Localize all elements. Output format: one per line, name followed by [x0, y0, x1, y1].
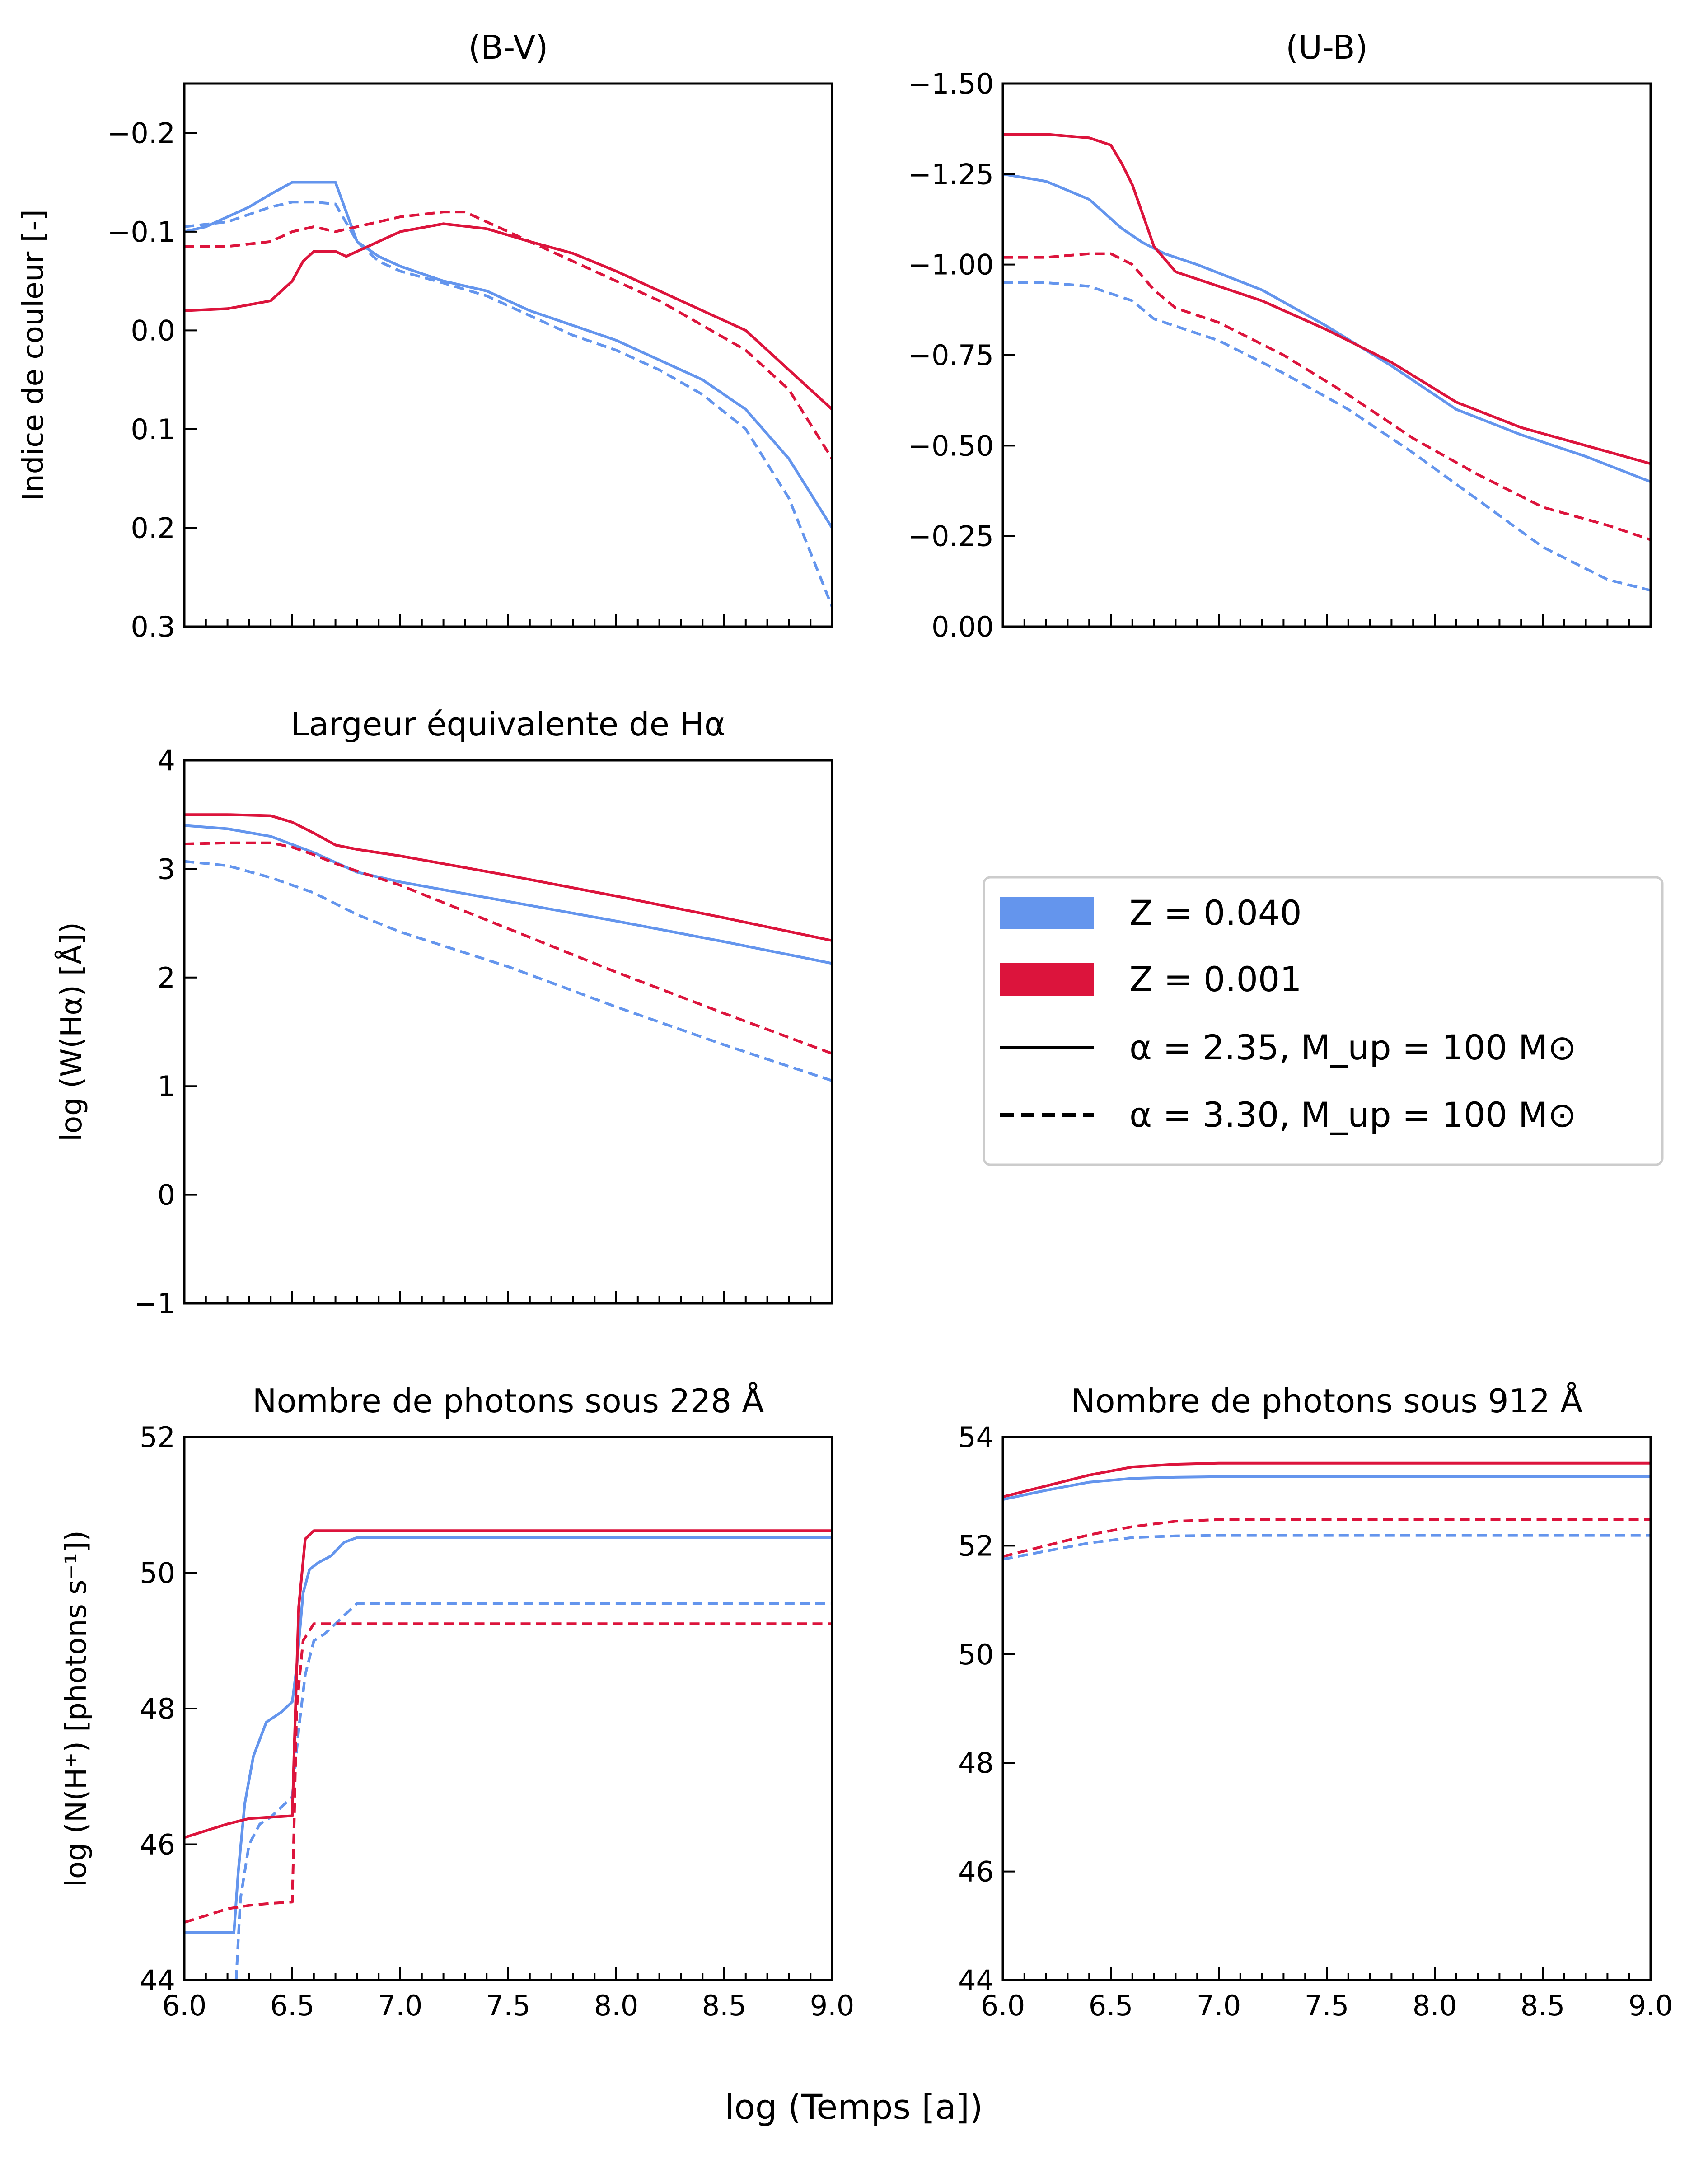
panel-ylabel-ha: log (W(Hα) [Å]) [54, 922, 89, 1141]
series-line-ub-z0.040-a2.35 [1003, 173, 1651, 483]
ytick-label: 0.2 [131, 511, 175, 544]
legend-swatch-z001 [1000, 963, 1094, 996]
ytick-label: 46 [140, 1828, 175, 1861]
xtick-label: 8.0 [1413, 1989, 1457, 2022]
ytick-label: −1.50 [908, 67, 994, 100]
ytick-label: 4 [158, 744, 175, 777]
series-line-ha-z0.040-a3.30 [184, 860, 832, 1082]
panel-title-n912: Nombre de photons sous 912 Å [1071, 1382, 1583, 1420]
ytick-label: 0.00 [931, 610, 994, 643]
figure-xlabel: log (Temps [a]) [725, 2087, 983, 2127]
xtick-label: 9.0 [810, 1989, 855, 2022]
ytick-label: 2 [158, 961, 175, 994]
panel-n912: 44 46 48 50 52 54 6.0 6.5 7.0 7.5 8.0 8.5 9.0 Nombre … [958, 1382, 1673, 2022]
ytick-label: −0.75 [908, 339, 994, 372]
panel-title-n228: Nombre de photons sous 228 Å [253, 1382, 764, 1420]
panel-ylabel-bv: Indice de couleur [-] [17, 209, 50, 501]
panel-ha: −1 0 1 2 3 4 Largeur équivalente de Hα log (W(H… [54, 705, 833, 1320]
xtick-label: 6.5 [270, 1989, 315, 2022]
xtick-label: 6.0 [981, 1989, 1025, 2022]
legend-label-a235: α = 2.35, M_up = 100 M⊙ [1129, 1027, 1577, 1068]
ytick-label: −0.1 [107, 215, 175, 248]
xtick-label: 7.0 [1197, 1989, 1241, 2022]
series-line-ha-z0.001-a2.35 [184, 813, 832, 942]
ytick-label: 48 [140, 1692, 175, 1725]
panel-title-bv: (B-V) [468, 28, 548, 66]
panel-n228: 44 46 48 50 52 6.0 6.5 7.0 7.5 8.0 8.5 9.0 Nombre de… [60, 1382, 854, 2022]
ytick-label: 44 [958, 1964, 994, 1997]
panel-ylabel-n228: log (N(H⁺) [photons s⁻¹]) [60, 1530, 93, 1887]
legend-label-z040: Z = 0.040 [1129, 893, 1302, 933]
ytick-label: 0.1 [131, 413, 175, 446]
panel-title-ha: Largeur équivalente de Hα [291, 705, 726, 743]
series-line-ub-z0.040-a3.30 [1003, 281, 1651, 592]
ytick-label: 46 [958, 1855, 994, 1888]
series-line-n912-z0.040-a2.35 [1003, 1475, 1651, 1501]
panels: −0.2 −0.1 0.0 0.1 0.2 0.3 (B-V) Indice de coule… [17, 28, 1673, 2022]
ytick-label: 0 [158, 1179, 175, 1212]
series-group-bv [184, 181, 832, 608]
xtick-label: 6.0 [162, 1989, 207, 2022]
ytick-label: 52 [140, 1421, 175, 1454]
series-line-n912-z0.040-a3.30 [1003, 1534, 1651, 1561]
series-line-n228-z0.040-a3.30 [234, 1602, 832, 1980]
panel-bv: −0.2 −0.1 0.0 0.1 0.2 0.3 (B-V) Indice de coule… [17, 28, 833, 643]
legend-frame [983, 876, 1664, 1166]
xtick-label: 7.5 [486, 1989, 531, 2022]
panel-title-ub: (U-B) [1286, 28, 1368, 66]
series-line-n228-z0.001-a2.35 [184, 1529, 832, 1839]
ytick-label: −1.25 [908, 158, 994, 191]
ytick-label: 44 [140, 1964, 175, 1997]
series-line-bv-z0.040-a3.30 [184, 201, 832, 608]
xtick-label: 8.5 [702, 1989, 747, 2022]
xtick-label: 9.0 [1628, 1989, 1673, 2022]
panel-ub: −1.50 −1.25 −1.00 −0.75 −0.50 −0.25 0.00 (U-B) [908, 28, 1652, 643]
series-line-n912-z0.001-a2.35 [1003, 1461, 1651, 1499]
ytick-label: −0.2 [107, 117, 175, 150]
ytick-label: 0.0 [131, 314, 175, 347]
series-line-n228-z0.001-a3.30 [184, 1622, 832, 1924]
ytick-label: 50 [958, 1638, 994, 1671]
legend: Z = 0.040 Z = 0.001 α = 2.35, M_up = 100… [983, 876, 1664, 1166]
ytick-label: 3 [158, 852, 175, 885]
series-line-ub-z0.001-a3.30 [1003, 252, 1651, 541]
xtick-label: 8.5 [1521, 1989, 1565, 2022]
ytick-label: 52 [958, 1529, 994, 1562]
ytick-label: 0.3 [131, 610, 175, 643]
series-group-ha [184, 813, 832, 1082]
ytick-label: 1 [158, 1070, 175, 1103]
series-line-bv-z0.001-a2.35 [184, 222, 832, 411]
series-group-ub [1003, 133, 1651, 592]
series-line-ub-z0.001-a2.35 [1003, 133, 1651, 465]
series-group-n912 [1003, 1461, 1651, 1561]
series-line-ha-z0.001-a3.30 [184, 841, 832, 1055]
series-group-n228 [184, 1529, 832, 1980]
legend-swatch-z040 [1000, 897, 1094, 929]
series-line-n912-z0.001-a3.30 [1003, 1518, 1651, 1558]
xtick-label: 7.5 [1305, 1989, 1349, 2022]
ytick-label: −0.25 [908, 520, 994, 553]
series-line-bv-z0.040-a2.35 [184, 181, 832, 529]
xtick-label: 7.0 [378, 1989, 423, 2022]
series-line-bv-z0.001-a3.30 [184, 211, 832, 460]
ytick-label: −0.50 [908, 429, 994, 462]
xtick-label: 6.5 [1089, 1989, 1133, 2022]
ytick-label: 50 [140, 1557, 175, 1590]
ytick-label: −1.00 [908, 248, 994, 281]
ytick-label: 54 [958, 1421, 994, 1454]
xtick-label: 8.0 [594, 1989, 639, 2022]
ytick-label: −1 [134, 1287, 175, 1320]
legend-label-z001: Z = 0.001 [1129, 959, 1302, 999]
legend-label-a330: α = 3.30, M_up = 100 M⊙ [1129, 1095, 1577, 1135]
ytick-label: 48 [958, 1747, 994, 1780]
